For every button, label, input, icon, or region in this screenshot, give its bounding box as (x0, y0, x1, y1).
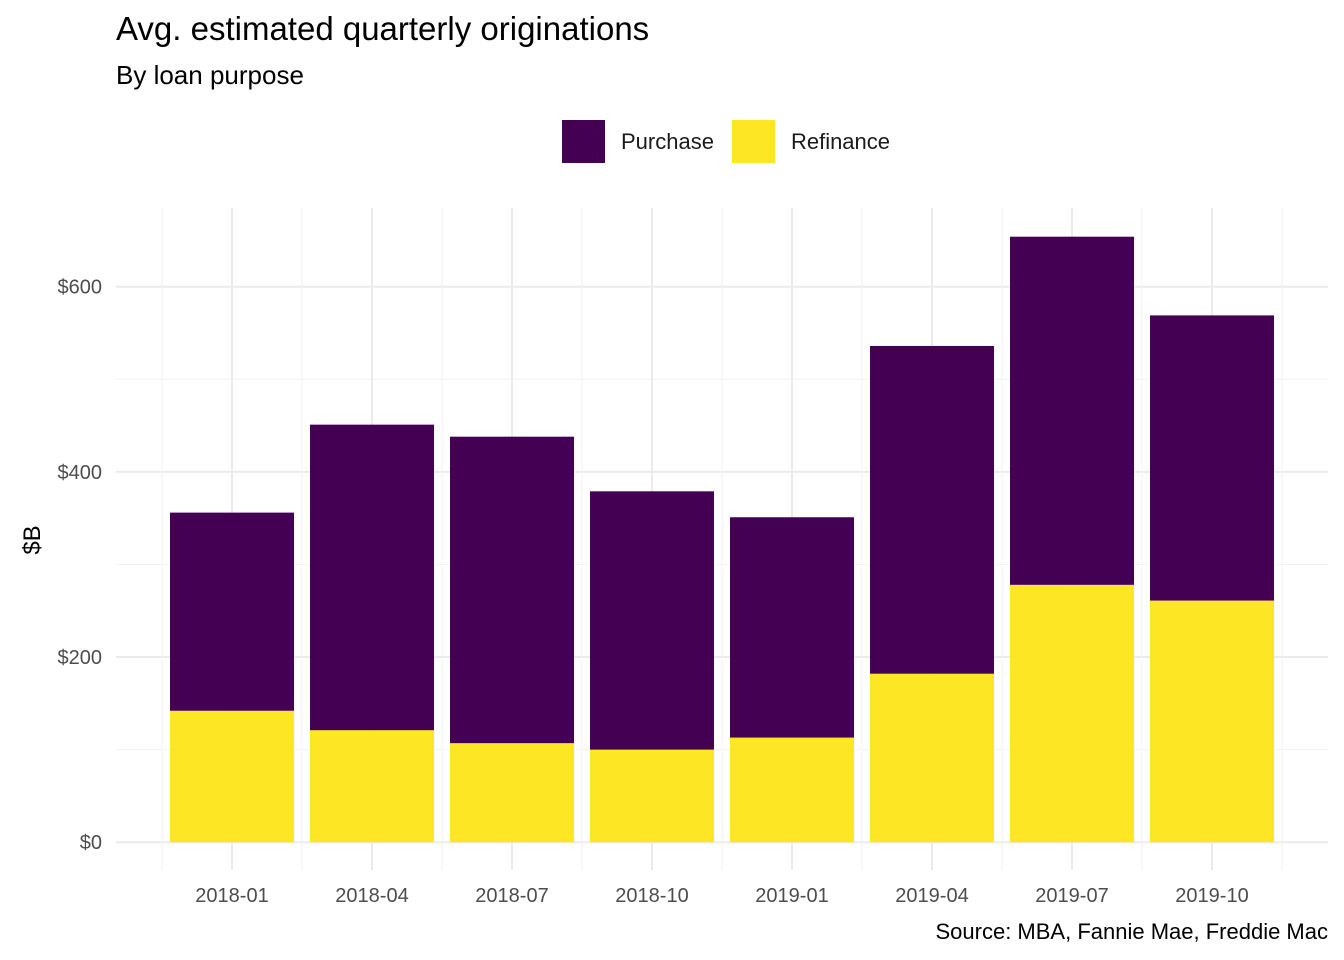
chart-title: Avg. estimated quarterly originations (116, 10, 650, 47)
legend-key-purchase (562, 120, 605, 163)
y-tick-label: $0 (80, 832, 102, 854)
legend-item-purchase: Purchase (562, 120, 714, 163)
x-tick-label: 2019-10 (1175, 885, 1248, 907)
legend-label-purchase: Purchase (621, 128, 714, 154)
x-axis-ticks: 2018-01 2018-04 2018-07 2018-10 2019-01 2019-… (195, 885, 1248, 907)
gridlines (116, 208, 1328, 870)
bar-purchase-2019-01 (730, 517, 854, 738)
bar-refinance-2018-01 (170, 710, 294, 843)
legend-key-refinance (731, 120, 775, 163)
legend: Purchase Refinance (562, 120, 908, 163)
legend-label-refinance: Refinance (790, 128, 891, 154)
bar-purchase-2019-10 (1150, 315, 1274, 601)
bar-refinance-2019-04 (870, 673, 994, 843)
bar-refinance-2019-10 (1150, 600, 1274, 843)
bar-refinance-2019-07 (1010, 584, 1134, 843)
bar-purchase-2019-04 (870, 345, 994, 674)
x-tick-label: 2019-04 (895, 885, 968, 907)
y-tick-label: $200 (58, 647, 103, 669)
x-tick-label: 2019-07 (1035, 885, 1108, 907)
y-tick-label: $600 (58, 277, 103, 299)
x-tick-label: 2018-07 (475, 885, 548, 907)
bar-purchase-2018-10 (590, 491, 714, 750)
chart-subtitle: By loan purpose (116, 60, 304, 90)
legend-item-refinance: Refinance (731, 120, 891, 163)
chart-caption: Source: MBA, Fannie Mae, Freddie Mac (935, 919, 1329, 944)
bar-refinance-2018-10 (590, 749, 714, 843)
y-tick-label: $400 (58, 462, 103, 484)
bar-purchase-2018-07 (450, 436, 574, 744)
bar-purchase-2018-04 (310, 424, 434, 731)
bar-refinance-2018-07 (450, 743, 574, 843)
x-tick-label: 2019-01 (755, 885, 828, 907)
bar-purchase-2018-01 (170, 512, 294, 711)
x-tick-label: 2018-01 (195, 885, 268, 907)
x-tick-label: 2018-10 (615, 885, 688, 907)
x-tick-label: 2018-04 (335, 885, 408, 907)
y-axis-title: $B (19, 525, 46, 554)
bar-purchase-2019-07 (1010, 236, 1134, 585)
y-axis-ticks: $0 $200 $400 $600 (58, 277, 103, 855)
bar-refinance-2018-04 (310, 730, 434, 843)
bars (170, 236, 1274, 843)
bar-refinance-2019-01 (730, 737, 854, 843)
